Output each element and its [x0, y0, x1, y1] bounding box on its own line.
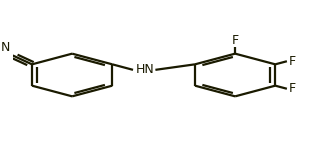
Text: F: F [289, 82, 296, 95]
Text: F: F [231, 34, 239, 47]
Text: HN: HN [136, 63, 154, 76]
Text: F: F [289, 55, 296, 68]
Text: N: N [1, 41, 10, 54]
